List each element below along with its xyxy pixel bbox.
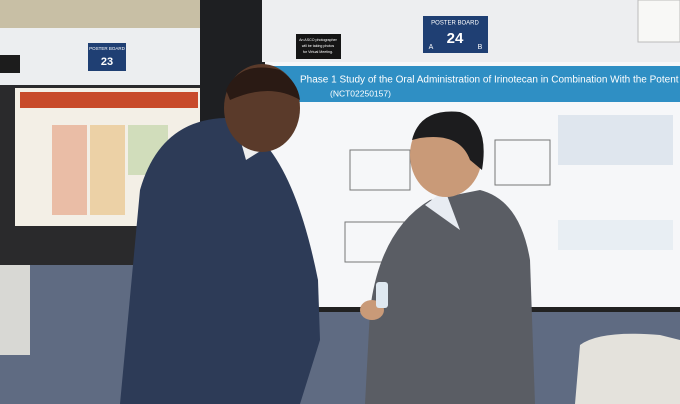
left-poster-table (52, 125, 87, 215)
left-board-leg (0, 265, 30, 355)
poster-title-bar (265, 66, 680, 102)
person-hair (412, 111, 484, 170)
person-collar (425, 190, 460, 230)
water-bottle (376, 282, 388, 308)
poster-table (558, 115, 673, 165)
board-letter: B (478, 44, 483, 51)
person-suit (365, 190, 535, 404)
person-hair (226, 67, 300, 100)
left-notice (0, 55, 20, 73)
board-number: 23 (101, 56, 113, 68)
board-number: 24 (447, 30, 464, 47)
notice-line: for Virtual Meeting. (303, 50, 333, 54)
poster-figure (349, 149, 411, 191)
left-board-sign (88, 43, 126, 71)
poster-box (558, 220, 673, 250)
notice-line: An ASCO photographer (299, 38, 338, 42)
poster-subtitle: (NCT02250157) (330, 88, 391, 98)
notice-card (296, 34, 341, 59)
left-poster-table (90, 125, 125, 215)
person-suit (120, 118, 320, 404)
right-board-sign (423, 16, 488, 53)
chair (575, 333, 680, 404)
board-label: POSTER BOARD (431, 21, 479, 27)
poster-title: Phase 1 Study of the Oral Administration… (300, 75, 680, 86)
board-letter: A (429, 44, 434, 51)
poster-figure (494, 139, 551, 186)
left-poster-title-bar (20, 92, 198, 108)
notice-line: will be taking photos (302, 44, 335, 48)
board-sheet (637, 0, 680, 43)
board-label: POSTER BOARD (89, 46, 126, 51)
